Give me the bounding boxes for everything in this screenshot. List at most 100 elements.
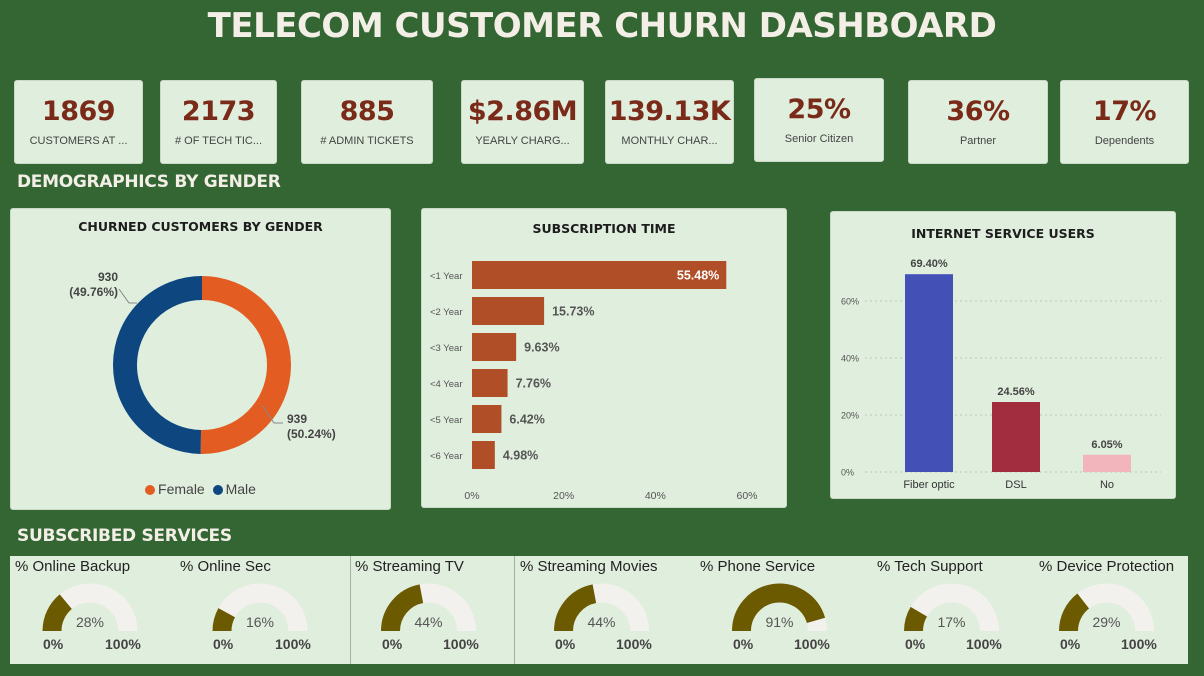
legend-swatch-male bbox=[212, 485, 223, 495]
panel-internet-service[interactable]: INTERNET SERVICE USERS 0% 20% 40% 60% 69.40%… bbox=[830, 211, 1176, 499]
kpi-partner[interactable]: 36% Partner bbox=[908, 80, 1048, 164]
bar-subscription[interactable] bbox=[472, 369, 508, 397]
gauge-max: 100% bbox=[1121, 636, 1157, 652]
kpi-yearly-charges[interactable]: $2.86M YEARLY CHARG... bbox=[461, 80, 584, 164]
x-tick-label: 0% bbox=[464, 490, 479, 502]
data-label-female-pct: (50.24%) bbox=[287, 427, 336, 441]
gauge-min: 0% bbox=[213, 636, 234, 652]
gauge-min: 0% bbox=[733, 636, 754, 652]
kpi-admin-tickets[interactable]: 885 # ADMIN TICKETS bbox=[301, 80, 433, 164]
bar-subscription[interactable] bbox=[472, 261, 727, 289]
gauge-max: 100% bbox=[275, 636, 311, 652]
bar-internet-no[interactable] bbox=[1083, 454, 1131, 472]
gauge-title: % Phone Service bbox=[700, 558, 816, 575]
category-label: <5 Year bbox=[430, 415, 463, 426]
kpi-label: YEARLY CHARG... bbox=[475, 135, 570, 147]
kpi-value: 2173 bbox=[181, 96, 256, 127]
gauge-card-device-protection[interactable]: % Device Protection 29% 0% 100% bbox=[1034, 556, 1188, 664]
gauge-fill bbox=[42, 594, 73, 632]
kpi-label: Dependents bbox=[1094, 135, 1155, 147]
gauge-title: % Online Backup bbox=[15, 558, 131, 575]
gauge-value: 29% bbox=[1092, 614, 1120, 630]
kpi-label: MONTHLY CHAR... bbox=[621, 135, 718, 147]
gauge: 16% bbox=[212, 583, 308, 632]
internet-bar-chart: 0% 20% 40% 60% 69.40% Fiber optic 24.56% DSL 6.0… bbox=[841, 258, 1161, 491]
panel-churned-by-gender[interactable]: CHURNED CUSTOMERS BY GENDER 939 (50.24%) 9… bbox=[10, 208, 391, 510]
data-label: 6.05% bbox=[1091, 439, 1122, 451]
gauge-title: % Device Protection bbox=[1039, 558, 1175, 575]
category-label: No bbox=[1100, 479, 1114, 491]
donut-slice-female[interactable] bbox=[200, 276, 292, 454]
panel-subscription-time[interactable]: SUBSCRIPTION TIME <1 Year 55.48% <2 Year 15… bbox=[421, 208, 787, 508]
gauge-min: 0% bbox=[382, 636, 403, 652]
kpi-monthly-charges[interactable]: 139.13K MONTHLY CHAR... bbox=[605, 80, 734, 164]
y-tick-label: 0% bbox=[841, 468, 854, 478]
legend-label-male: Male bbox=[225, 481, 256, 497]
kpi-value: 885 bbox=[339, 96, 395, 127]
gauge-title: % Online Sec bbox=[180, 558, 271, 575]
divider bbox=[514, 556, 515, 664]
gauge-fill bbox=[554, 584, 597, 632]
kpi-label: Partner bbox=[959, 135, 997, 147]
gauge-value: 28% bbox=[76, 614, 104, 630]
chart-title: SUBSCRIPTION TIME bbox=[532, 221, 676, 236]
kpi-value: 36% bbox=[946, 96, 1010, 127]
kpi-value: 25% bbox=[787, 94, 851, 125]
gauge-value: 91% bbox=[765, 614, 793, 630]
data-label: 9.63% bbox=[524, 341, 559, 355]
bar-subscription[interactable] bbox=[472, 333, 517, 361]
kpi-label: # ADMIN TICKETS bbox=[320, 135, 414, 147]
kpi-tech-tickets[interactable]: 2173 # OF TECH TIC... bbox=[160, 80, 277, 164]
gauge-card-tech-support[interactable]: % Tech Support 17% 0% 100% bbox=[872, 556, 1033, 664]
data-label: 6.42% bbox=[509, 413, 544, 427]
data-label: 15.73% bbox=[552, 305, 594, 319]
gauge-value: 44% bbox=[414, 614, 442, 630]
chart-title: INTERNET SERVICE USERS bbox=[911, 226, 1095, 241]
gauge-card-streaming-tv[interactable]: % Streaming TV 44% 0% 100% bbox=[350, 556, 514, 664]
kpi-customers-at-risk[interactable]: 1869 CUSTOMERS AT ... bbox=[14, 80, 143, 164]
gauge-card-online-backup[interactable]: % Online Backup 28% 0% 100% bbox=[10, 556, 175, 664]
bar-internet-dsl[interactable] bbox=[992, 402, 1040, 472]
bar-internet-fiber-optic[interactable] bbox=[905, 274, 953, 472]
category-label: <3 Year bbox=[430, 343, 463, 354]
kpi-label: CUSTOMERS AT ... bbox=[29, 135, 128, 147]
x-tick-label: 60% bbox=[736, 490, 757, 502]
gauge-min: 0% bbox=[905, 636, 926, 652]
kpi-senior-citizen[interactable]: 25% Senior Citizen bbox=[754, 78, 884, 162]
category-label: <1 Year bbox=[430, 271, 463, 282]
dashboard-title: TELECOM CUSTOMER CHURN DASHBOARD bbox=[207, 6, 997, 46]
leader-line bbox=[261, 404, 283, 424]
bar-subscription[interactable] bbox=[472, 405, 502, 433]
category-label: <6 Year bbox=[430, 451, 463, 462]
donut-slice-male[interactable] bbox=[113, 276, 203, 454]
bar-subscription[interactable] bbox=[472, 441, 495, 469]
chart-title: CHURNED CUSTOMERS BY GENDER bbox=[78, 219, 323, 234]
bar-subscription[interactable] bbox=[472, 297, 545, 325]
category-label: <4 Year bbox=[430, 379, 463, 390]
gauge-card-streaming-movies[interactable]: % Streaming Movies 44% 0% 100% bbox=[515, 556, 695, 664]
gauge: 44% bbox=[381, 583, 476, 632]
gauge-max: 100% bbox=[794, 636, 830, 652]
data-label: 55.48% bbox=[677, 269, 719, 283]
x-tick-label: 20% bbox=[553, 490, 574, 502]
subscription-bar-chart: <1 Year 55.48% <2 Year 15.73% <3 Year 9.63% <4… bbox=[430, 261, 758, 502]
gauge-title: % Streaming TV bbox=[355, 558, 464, 575]
data-label: 7.76% bbox=[516, 377, 551, 391]
legend-label-female: Female bbox=[158, 481, 205, 497]
gauge-card-online-sec[interactable]: % Online Sec 16% 0% 100% bbox=[175, 556, 350, 664]
gauge-value: 16% bbox=[246, 614, 274, 630]
x-tick-label: 40% bbox=[645, 490, 666, 502]
category-label: DSL bbox=[1005, 479, 1026, 491]
divider bbox=[350, 556, 351, 664]
gauge: 29% bbox=[1059, 583, 1154, 632]
gauge-fill bbox=[1059, 593, 1090, 632]
y-tick-label: 60% bbox=[841, 297, 859, 307]
gauge-card-phone-service[interactable]: % Phone Service 91% 0% 100% bbox=[695, 556, 870, 664]
data-label: 24.56% bbox=[997, 386, 1035, 398]
gauge-title: % Streaming Movies bbox=[520, 558, 658, 575]
gauge: 17% bbox=[904, 583, 999, 632]
data-label-male-count: 930 bbox=[98, 270, 118, 284]
gauge: 91% bbox=[732, 583, 827, 632]
kpi-dependents[interactable]: 17% Dependents bbox=[1060, 80, 1189, 164]
gauge-fill bbox=[732, 583, 826, 632]
